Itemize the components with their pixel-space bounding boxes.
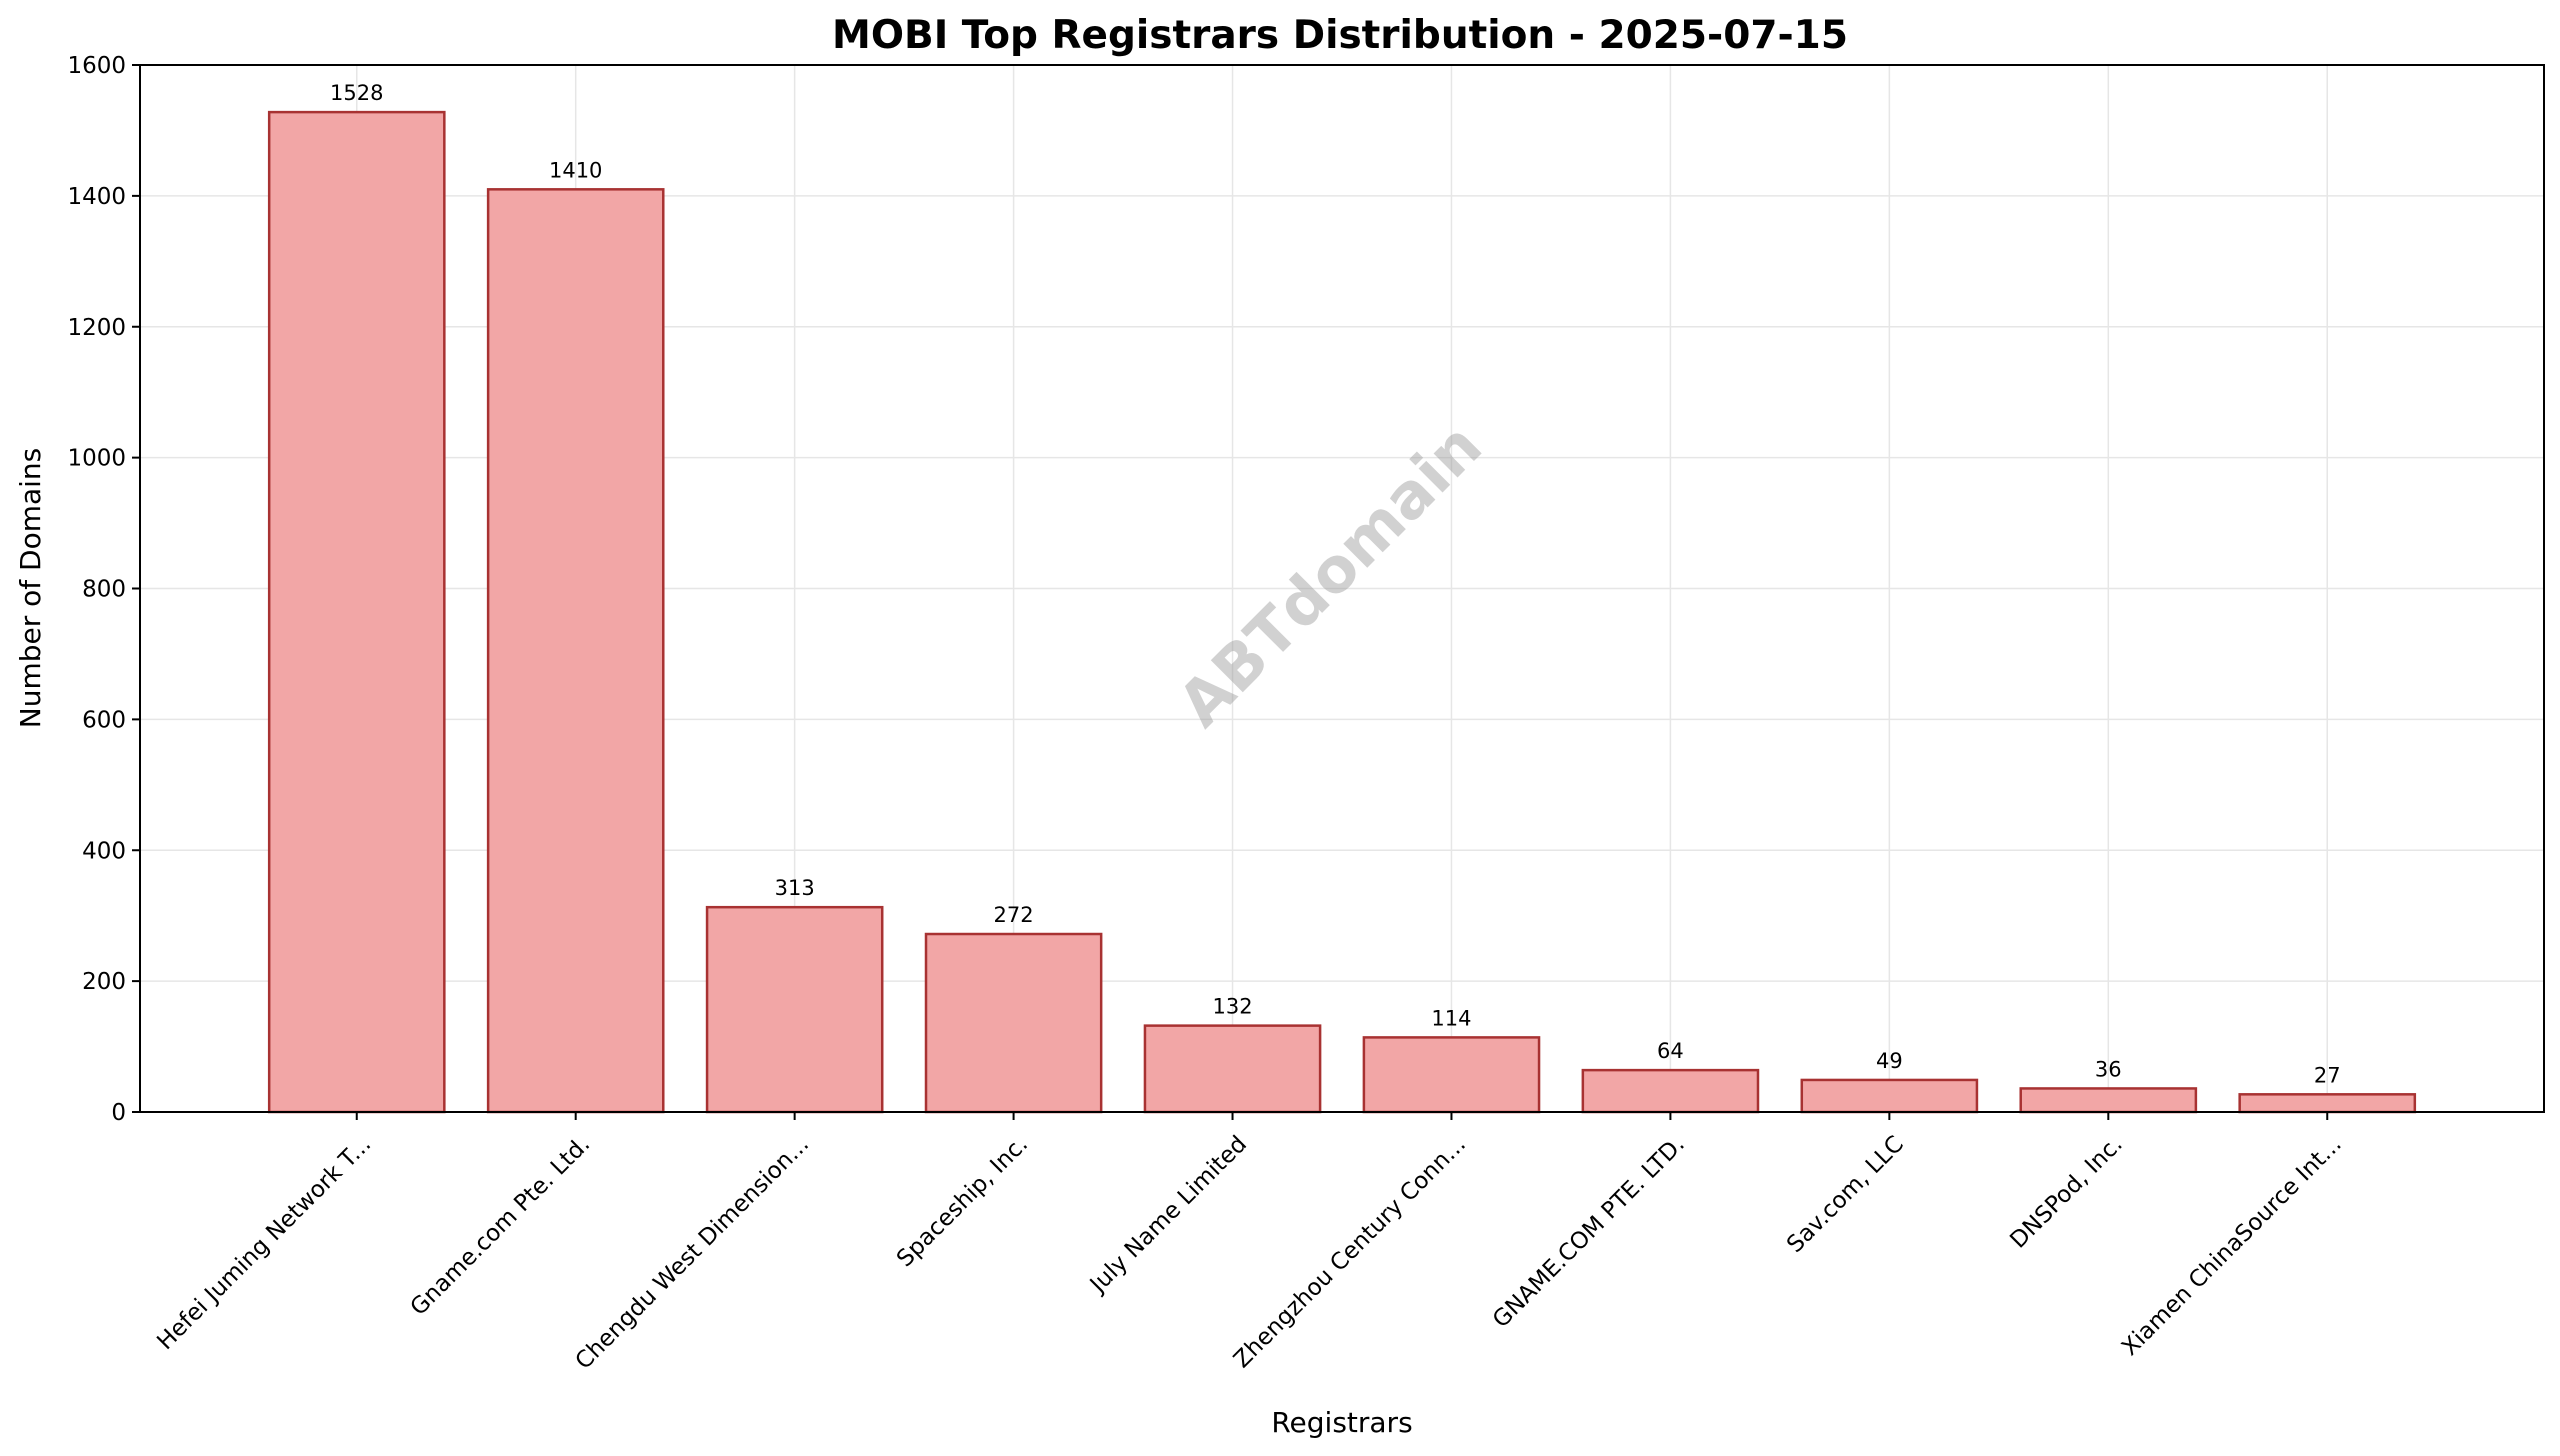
bar-2 — [705, 905, 884, 1114]
x-tick-label: July Name Limited — [1084, 1131, 1252, 1299]
y-tick-label: 600 — [82, 707, 126, 733]
y-tick-label: 200 — [82, 969, 126, 995]
x-tick-label: Spaceship, Inc. — [892, 1131, 1033, 1272]
bar-value-label: 114 — [1431, 1006, 1471, 1030]
bar-8 — [2019, 1087, 2198, 1114]
bar-value-label: 64 — [1657, 1039, 1684, 1063]
y-tick-label: 1400 — [67, 184, 126, 210]
watermark-text: ABTdomain — [1164, 409, 1496, 741]
bar-9 — [2238, 1093, 2417, 1114]
y-tick-label: 800 — [82, 577, 126, 603]
bar-value-label: 36 — [2095, 1057, 2122, 1081]
bar-1 — [486, 188, 665, 1114]
bar-7 — [1800, 1078, 1979, 1114]
bar-value-label: 313 — [775, 876, 815, 900]
x-tick-label: Gname.com Pte. Ltd. — [406, 1131, 596, 1321]
x-tick-label: Zhengzhou Century Conn... — [1229, 1131, 1471, 1373]
bar-value-label: 1410 — [549, 158, 602, 182]
y-tick-label: 1600 — [67, 53, 126, 79]
bar-4 — [1143, 1024, 1322, 1114]
y-tick-label: 400 — [82, 838, 126, 864]
bar-3 — [924, 932, 1103, 1114]
bar-value-label: 272 — [994, 903, 1034, 927]
axes-layer — [132, 64, 2329, 1120]
y-tick-label: 1200 — [67, 315, 126, 341]
bar-5 — [1362, 1036, 1541, 1114]
chart-title: MOBI Top Registrars Distribution - 2025-… — [832, 13, 1848, 58]
y-tick-label: 1000 — [67, 446, 126, 472]
x-axis-label: Registrars — [1271, 1406, 1412, 1439]
x-tick-label: Hefei Juming Network T... — [152, 1131, 376, 1355]
bar-value-label: 132 — [1212, 995, 1252, 1019]
bar-value-label: 27 — [2314, 1063, 2341, 1087]
x-tick-label: Xiamen ChinaSource Int... — [2117, 1131, 2347, 1361]
bar-value-label: 1528 — [330, 81, 383, 105]
x-tick-label: GNAME.COM PTE. LTD. — [1488, 1131, 1690, 1333]
y-axis-label: Number of Domains — [14, 448, 47, 729]
bar-value-label: 49 — [1876, 1049, 1903, 1073]
y-tick-label: 0 — [111, 1100, 126, 1126]
bar-0 — [267, 110, 446, 1114]
bar-6 — [1581, 1068, 1760, 1114]
x-tick-label: DNSPod, Inc. — [2005, 1131, 2127, 1253]
x-tick-label: Sav.com, LLC — [1782, 1131, 1909, 1258]
x-tick-label: Chengdu West Dimension... — [571, 1131, 815, 1375]
bars-layer — [267, 110, 2417, 1114]
